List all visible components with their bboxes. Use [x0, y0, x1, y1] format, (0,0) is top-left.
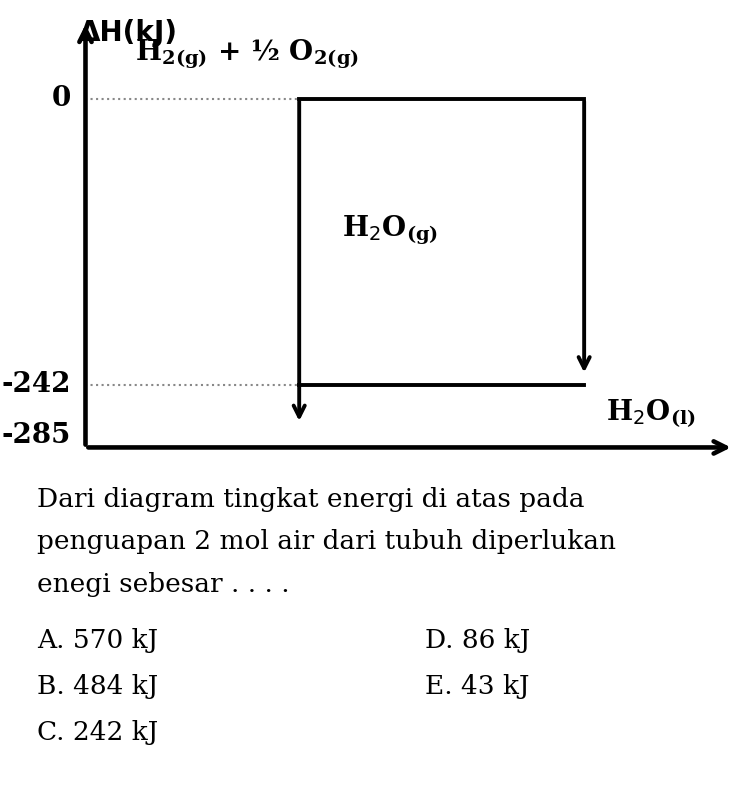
Text: B. 484 kJ: B. 484 kJ	[37, 674, 159, 699]
Text: H$_{\mathregular{2(g)}}$ + ½ O$_{\mathregular{2(g)}}$: H$_{\mathregular{2(g)}}$ + ½ O$_{\mathre…	[135, 37, 359, 71]
Text: D. 86 kJ: D. 86 kJ	[425, 628, 530, 653]
Text: -242: -242	[1, 371, 71, 398]
Text: H$_2$O$_{\mathregular{(g)}}$: H$_2$O$_{\mathregular{(g)}}$	[342, 213, 438, 246]
Text: H$_2$O$_{\mathregular{(l)}}$: H$_2$O$_{\mathregular{(l)}}$	[606, 398, 696, 430]
Text: ΔH(kJ): ΔH(kJ)	[79, 19, 177, 48]
Text: 0: 0	[52, 85, 71, 112]
Text: C. 242 kJ: C. 242 kJ	[37, 720, 159, 745]
Text: -285: -285	[1, 422, 71, 449]
Text: A. 570 kJ: A. 570 kJ	[37, 628, 159, 653]
Text: penguapan 2 mol air dari tubuh diperlukan: penguapan 2 mol air dari tubuh diperluka…	[37, 529, 616, 554]
Text: E. 43 kJ: E. 43 kJ	[425, 674, 530, 699]
Text: enegi sebesar . . . .: enegi sebesar . . . .	[37, 572, 289, 597]
Text: Dari diagram tingkat energi di atas pada: Dari diagram tingkat energi di atas pada	[37, 487, 585, 511]
